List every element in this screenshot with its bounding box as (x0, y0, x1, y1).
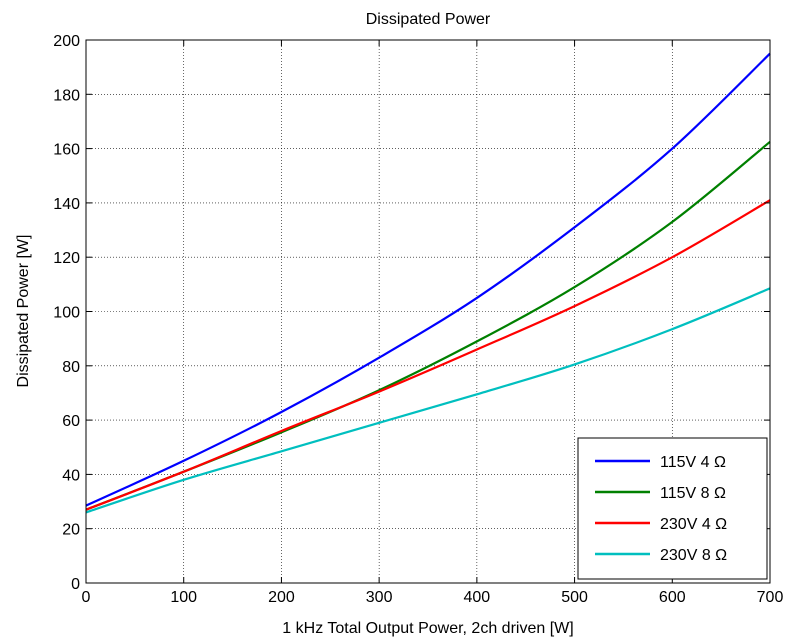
y-tick-label: 40 (62, 467, 80, 484)
x-tick-label: 200 (268, 589, 295, 606)
y-tick-label: 0 (71, 576, 80, 593)
series-lines (85, 52, 771, 514)
series-line-4 (85, 287, 771, 514)
x-tick-label: 0 (82, 589, 91, 606)
grid-lines (86, 40, 770, 583)
legend-label: 230V 4 Ω (660, 516, 727, 533)
y-tick-label: 180 (53, 87, 80, 104)
y-tick-label: 60 (62, 413, 80, 430)
x-axis-label: 1 kHz Total Output Power, 2ch driven [W] (282, 620, 573, 637)
legend-label: 115V 4 Ω (660, 454, 726, 471)
x-tick-label: 400 (464, 589, 491, 606)
x-tick-label: 300 (366, 589, 393, 606)
legend-label: 115V 8 Ω (660, 485, 726, 502)
chart-title: Dissipated Power (366, 11, 491, 28)
x-tick-label: 500 (561, 589, 588, 606)
y-tick-label: 80 (62, 359, 80, 376)
y-axis-label: Dissipated Power [W] (15, 235, 32, 388)
series-line-3 (85, 199, 771, 511)
y-tick-label: 20 (62, 522, 80, 539)
x-tick-label: 700 (757, 589, 784, 606)
y-tick-label: 120 (53, 250, 80, 267)
legend: 115V 4 Ω 115V 8 Ω 230V 4 Ω 230V 8 Ω (577, 437, 768, 580)
x-tick-label: 600 (659, 589, 686, 606)
series-line-1 (85, 52, 771, 507)
y-tick-label: 140 (53, 196, 80, 213)
axis-ticks: 0 100 200 300 400 500 600 700 0 20 40 60 80 100 120 140… (53, 33, 783, 606)
y-tick-label: 160 (53, 142, 80, 159)
legend-label: 230V 8 Ω (660, 547, 727, 564)
y-tick-label: 200 (53, 33, 80, 50)
y-tick-label: 100 (53, 305, 80, 322)
x-tick-label: 100 (170, 589, 197, 606)
